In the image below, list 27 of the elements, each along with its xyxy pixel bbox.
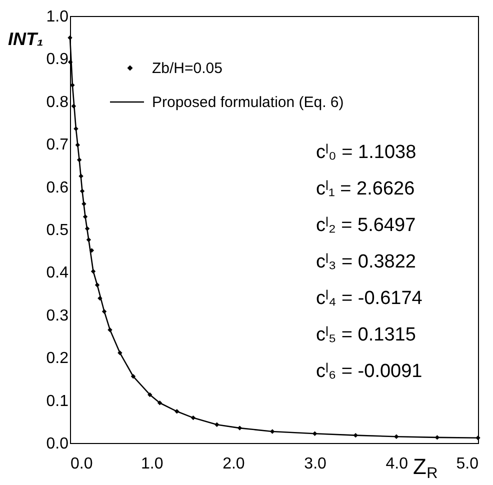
annotation: cˡ₃ = 0.3822 — [316, 252, 416, 272]
x-tick-label: 0.0 — [70, 456, 93, 472]
y-tick-label: 0.0 — [46, 436, 69, 452]
x-tick-label: 1.0 — [140, 456, 164, 472]
x-tick-label: 3.0 — [304, 456, 327, 472]
annotation: cˡ₀ = 1.1038 — [316, 142, 416, 163]
x-tick-label: 4.0 — [386, 456, 408, 472]
annotation: cˡ₂ = 5.6497 — [316, 215, 416, 236]
y-tick-label: 0.3 — [46, 307, 69, 324]
annotation: cˡ₁ = 2.6626 — [316, 178, 415, 200]
y-tick-label: 0.2 — [46, 350, 69, 368]
annotation: cˡ₅ = 0.1315 — [316, 324, 416, 346]
x-tick-label: 2.0 — [222, 456, 245, 472]
y-axis-title: INT₁ — [8, 29, 44, 49]
y-tick-label: 1.0 — [46, 8, 69, 26]
y-tick-label: 0.7 — [46, 136, 69, 154]
annotation: cˡ₆ = -0.0091 — [316, 361, 422, 382]
y-tick-label: 0.1 — [46, 392, 69, 410]
y-tick-label: 0.6 — [46, 179, 69, 196]
x-tick-label: 5.0 — [456, 456, 479, 472]
legend-label: Proposed formulation (Eq. 6) — [152, 94, 344, 111]
annotation: cˡ₄ = -0.6174 — [316, 288, 423, 309]
y-tick-label: 0.5 — [46, 222, 69, 239]
y-tick-label: 0.8 — [46, 94, 69, 111]
legend-label: Zb/H=0.05 — [152, 60, 222, 77]
y-tick-label: 0.4 — [46, 264, 69, 282]
y-tick-label: 0.9 — [46, 51, 69, 68]
